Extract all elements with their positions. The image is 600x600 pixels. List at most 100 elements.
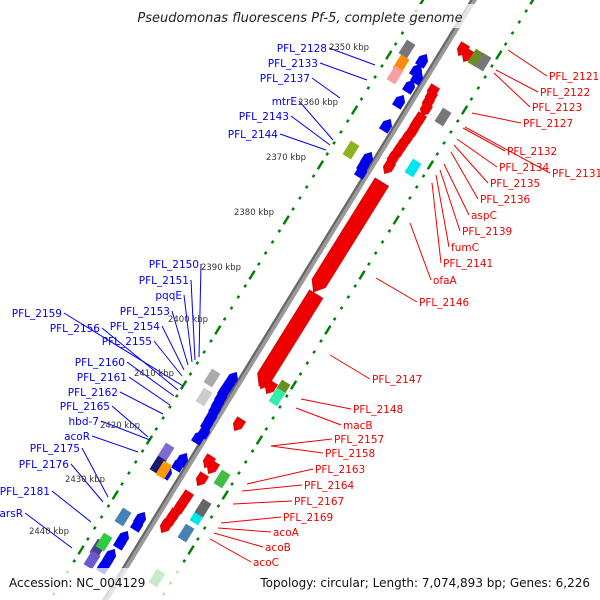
- reverse-gene-label[interactable]: PFL_2165: [60, 401, 110, 413]
- tick-mark: [316, 160, 325, 170]
- reverse-gene-label[interactable]: PFL_2161: [77, 372, 127, 384]
- forward-gene-label[interactable]: PFL_2135: [490, 178, 540, 190]
- reverse-gene-arrow[interactable]: [353, 162, 370, 180]
- leader-line: [319, 62, 368, 81]
- reverse-gene-label[interactable]: PFL_2128: [277, 43, 327, 55]
- feature-box[interactable]: [203, 368, 221, 388]
- reverse-gene-label[interactable]: PFL_2151: [139, 275, 189, 287]
- forward-gene-arrow[interactable]: [157, 518, 174, 535]
- tick-mark: [304, 185, 309, 189]
- feature-box[interactable]: [155, 460, 173, 480]
- forward-gene-label[interactable]: PFL_2158: [325, 448, 375, 460]
- reverse-gene-arrow[interactable]: [170, 455, 187, 473]
- reverse-gene-label[interactable]: PFL_2153: [120, 306, 170, 318]
- reverse-gene-label[interactable]: PFL_2143: [239, 111, 289, 123]
- feature-box[interactable]: [386, 65, 404, 85]
- forward-gene-large[interactable]: [307, 177, 390, 296]
- forward-gene-arrow[interactable]: [417, 101, 434, 118]
- feature-box[interactable]: [342, 140, 360, 160]
- reverse-gene-label[interactable]: PFL_2181: [0, 486, 50, 498]
- forward-gene-arrow[interactable]: [380, 159, 397, 176]
- reverse-gene-label[interactable]: PFL_2162: [68, 387, 118, 399]
- forward-gene-label[interactable]: PFL_2169: [283, 512, 333, 524]
- reverse-gene-label[interactable]: PFL_2133: [268, 58, 318, 70]
- forward-gene-label[interactable]: PFL_2163: [315, 464, 365, 476]
- reverse-gene-label[interactable]: pqqE: [155, 290, 182, 302]
- forward-gene-large[interactable]: [252, 289, 324, 390]
- feature-box[interactable]: [194, 498, 212, 518]
- forward-gene-label[interactable]: PFL_2134: [499, 162, 550, 174]
- reverse-gene-label[interactable]: PFL_2175: [30, 443, 80, 455]
- forward-gene-arrow[interactable]: [193, 471, 210, 488]
- forward-gene-label[interactable]: PFL_2132: [507, 146, 557, 158]
- reverse-gene-arrow[interactable]: [401, 77, 418, 95]
- feature-box[interactable]: [95, 532, 113, 552]
- reverse-gene-label[interactable]: PFL_2155: [102, 336, 152, 348]
- feature-box[interactable]: [213, 469, 231, 489]
- feature-box[interactable]: [268, 387, 286, 407]
- feature-box[interactable]: [83, 550, 101, 570]
- reverse-gene-arrow[interactable]: [129, 515, 146, 533]
- feature-box[interactable]: [434, 107, 452, 127]
- forward-gene-label[interactable]: PFL_2148: [353, 404, 403, 416]
- feature-box[interactable]: [177, 523, 195, 543]
- forward-gene-label[interactable]: PFL_2127: [523, 118, 573, 130]
- forward-gene-label[interactable]: PFL_2167: [294, 496, 344, 508]
- forward-gene-arrow[interactable]: [230, 416, 247, 433]
- reverse-gene-arrow[interactable]: [190, 428, 207, 446]
- reverse-gene-label[interactable]: PFL_2160: [75, 357, 125, 369]
- forward-gene-label[interactable]: acoB: [265, 542, 291, 554]
- forward-gene-label[interactable]: ofaA: [433, 275, 458, 287]
- tick-mark: [195, 361, 200, 365]
- forward-gene-label[interactable]: PFL_2139: [462, 226, 512, 238]
- reverse-gene-arrow[interactable]: [391, 92, 408, 110]
- tick-mark: [495, 50, 503, 60]
- reverse-gene-label[interactable]: mtrE: [272, 96, 297, 108]
- feature-box[interactable]: [149, 455, 167, 475]
- tick-mark: [263, 251, 268, 255]
- feature-box[interactable]: [404, 158, 422, 178]
- forward-gene-label[interactable]: PFL_2121: [549, 71, 599, 83]
- forward-gene-label[interactable]: PFL_2122: [540, 87, 590, 99]
- reverse-gene-label[interactable]: arsR: [0, 508, 23, 520]
- forward-gene-label[interactable]: acoA: [273, 527, 300, 539]
- label-leader-lines: [24, 47, 551, 563]
- reverse-gene-label[interactable]: PFL_2154: [110, 321, 161, 333]
- tick-mark: [312, 350, 317, 354]
- reverse-gene-arrow[interactable]: [378, 116, 395, 134]
- forward-gene-arrow[interactable]: [204, 459, 221, 476]
- tick-mark: [346, 295, 351, 299]
- tick-mark: [278, 405, 282, 409]
- forward-gene-label[interactable]: PFL_2136: [480, 194, 531, 206]
- feature-box[interactable]: [195, 387, 213, 407]
- forward-gene-label[interactable]: PFL_2131: [552, 168, 600, 180]
- accession-text: Accession: NC_004129: [9, 576, 145, 590]
- tick-mark: [401, 207, 405, 211]
- forward-gene-label[interactable]: PFL_2164: [304, 480, 355, 492]
- reverse-gene-label[interactable]: PFL_2176: [19, 459, 70, 471]
- feature-box[interactable]: [474, 52, 492, 72]
- reverse-gene-label[interactable]: acoR: [64, 431, 90, 443]
- reverse-gene-label[interactable]: hbd-7: [69, 416, 99, 428]
- tick-mark: [517, 20, 522, 24]
- forward-gene-label[interactable]: macB: [343, 420, 373, 432]
- forward-gene-label[interactable]: PFL_2123: [532, 102, 582, 114]
- feature-box[interactable]: [157, 442, 175, 462]
- reverse-gene-label[interactable]: PFL_2159: [12, 308, 62, 320]
- leader-line: [495, 69, 539, 93]
- feature-box[interactable]: [114, 507, 132, 527]
- reverse-gene-label[interactable]: PFL_2144: [228, 129, 279, 141]
- reverse-gene-label[interactable]: PFL_2150: [149, 259, 199, 271]
- feature-box[interactable]: [398, 39, 416, 59]
- forward-gene-label[interactable]: aspC: [471, 210, 497, 222]
- forward-gene-label[interactable]: PFL_2157: [334, 434, 384, 446]
- forward-gene-label[interactable]: PFL_2141: [443, 258, 493, 270]
- feature-box[interactable]: [467, 48, 485, 68]
- forward-gene-label[interactable]: PFL_2147: [372, 374, 422, 386]
- reverse-gene-arrow[interactable]: [112, 533, 129, 551]
- reverse-gene-label[interactable]: PFL_2137: [260, 73, 310, 85]
- forward-gene-label[interactable]: PFL_2146: [419, 297, 470, 309]
- forward-gene-label[interactable]: fumC: [451, 242, 479, 254]
- forward-gene-label[interactable]: acoC: [253, 557, 279, 569]
- reverse-gene-label[interactable]: PFL_2156: [50, 323, 101, 335]
